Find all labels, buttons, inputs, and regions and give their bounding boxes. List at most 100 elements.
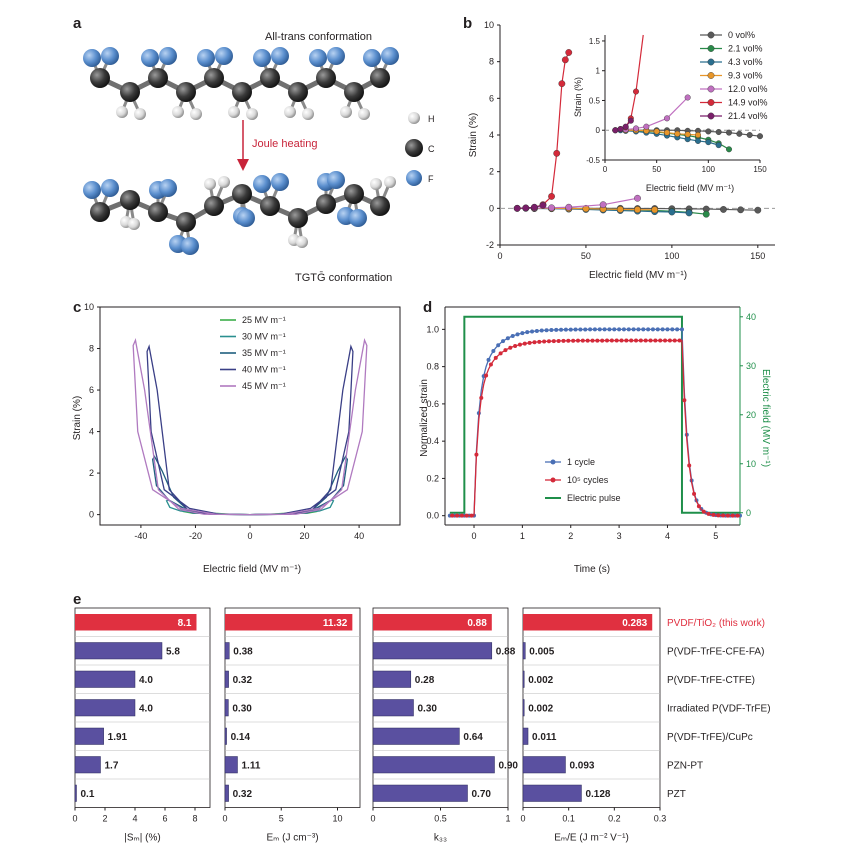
bar-value-label: 11.32 — [323, 618, 348, 629]
strain-point — [650, 327, 655, 332]
data-point — [720, 206, 727, 213]
inset-data-point — [726, 129, 733, 136]
strain-point — [621, 327, 626, 332]
strain-point — [469, 513, 474, 518]
x-tick-label: 0 — [72, 814, 77, 824]
loop-right-4 — [249, 338, 368, 516]
legend-label: 9.3 vol% — [728, 71, 763, 81]
bar-value-label: 0.28 — [415, 675, 435, 686]
strain-point — [510, 333, 515, 338]
strain-point — [721, 513, 726, 518]
inset-x-tick-label: 150 — [753, 165, 767, 174]
bar — [224, 642, 230, 660]
strain-point — [631, 327, 636, 332]
strain-point — [530, 329, 535, 334]
strain-point — [583, 327, 588, 332]
data-point — [616, 206, 624, 213]
data-point — [530, 203, 538, 211]
x-axis-label: Electric field (MV m⁻¹) — [589, 270, 687, 281]
fluorine-atom — [349, 209, 367, 227]
fluorine-atom — [159, 179, 177, 197]
bar — [372, 784, 468, 802]
x-tick-label: 2 — [568, 531, 573, 541]
y2-tick-label: 20 — [746, 410, 756, 420]
inset-x-tick-label: 50 — [652, 165, 661, 174]
strain-point — [505, 336, 510, 341]
strain-point — [607, 327, 612, 332]
legend-label: 35 MV m⁻¹ — [242, 348, 286, 358]
x-tick-label: 2 — [102, 814, 107, 824]
bar-value-label: 5.8 — [166, 647, 180, 658]
x-tick-label: -20 — [189, 531, 202, 541]
strain-point — [450, 513, 455, 518]
chart-e: 0 2 4 6 8|Sₘ| (%)8.15.84.04.01.911.70.10 5 10E… — [72, 607, 771, 844]
strain-point — [556, 338, 561, 343]
strain-point — [725, 513, 730, 518]
hydrogen-atom — [284, 106, 296, 118]
strain-point — [602, 327, 607, 332]
legend-h: H — [428, 114, 435, 124]
y-tick-label: 2 — [489, 167, 494, 177]
series-line-5 — [517, 52, 570, 209]
bar — [224, 670, 229, 688]
legend-label: Electric pulse — [567, 493, 621, 503]
x-axis-label: Eₘ/E (J m⁻² V⁻¹) — [554, 833, 629, 844]
y-tick-label: 0 — [89, 510, 94, 520]
bar-value-label: 0.093 — [569, 761, 594, 772]
category-label: PVDF/TiO₂ (this work) — [667, 618, 765, 629]
x-tick-label: 1 — [520, 531, 525, 541]
strain-point — [679, 327, 684, 332]
x-tick-label: 5 — [713, 531, 718, 541]
legend-label: 10⁵ cycles — [567, 475, 609, 485]
strain-point — [629, 338, 634, 343]
hydrogen-atom — [218, 176, 230, 188]
inset-data-point — [736, 130, 743, 137]
category-label: Irradiated P(VDF-TrFE) — [667, 704, 771, 715]
strain-point — [488, 362, 493, 367]
y-tick-label: -2 — [486, 240, 494, 250]
legend-marker — [707, 112, 715, 120]
loop-right-2 — [249, 455, 349, 516]
strain-point — [612, 327, 617, 332]
bar-value-label: 1.7 — [105, 761, 119, 772]
carbon-atom — [148, 202, 168, 222]
legend-label: 2.1 vol% — [728, 44, 763, 54]
fluorine-atom — [83, 181, 101, 199]
fluorine-atom — [83, 49, 101, 67]
panel-d-label: d — [423, 299, 432, 316]
strain-point — [643, 338, 648, 343]
y-tick-label: 10 — [484, 20, 494, 30]
hydrogen-atom — [370, 178, 382, 190]
strain-point — [677, 338, 682, 343]
bar — [224, 756, 238, 774]
strain-point — [525, 330, 530, 335]
bar-value-label: 0.64 — [463, 732, 483, 743]
data-point — [754, 206, 762, 214]
y-tick-label: 1.0 — [426, 324, 439, 334]
strain-point — [636, 327, 641, 332]
strain-point — [692, 491, 697, 496]
strain-point — [730, 513, 735, 518]
strain-point — [549, 328, 554, 333]
y-tick-label: 0.6 — [426, 399, 439, 409]
x-tick-label: 0.2 — [608, 814, 621, 824]
strain-point — [701, 509, 706, 514]
bar-value-label: 0.005 — [529, 647, 554, 658]
strain-point — [663, 338, 668, 343]
bar — [522, 699, 525, 717]
fluorine-atom — [327, 171, 345, 189]
inset-x-label: Electric field (MV m⁻¹) — [646, 183, 734, 193]
strain-point — [597, 327, 602, 332]
hydrogen-atom — [384, 176, 396, 188]
bar — [372, 756, 495, 774]
strain-point — [551, 339, 556, 344]
bar — [224, 727, 227, 745]
carbon-atom — [204, 196, 224, 216]
x-tick-label: 5 — [279, 814, 284, 824]
electric-pulse-line — [449, 315, 740, 514]
x-tick-label: 0 — [520, 814, 525, 824]
panel-e-label: e — [73, 591, 81, 608]
carbon-atom — [344, 82, 364, 102]
strain-point — [493, 355, 498, 360]
y-tick-label: 0.0 — [426, 511, 439, 521]
